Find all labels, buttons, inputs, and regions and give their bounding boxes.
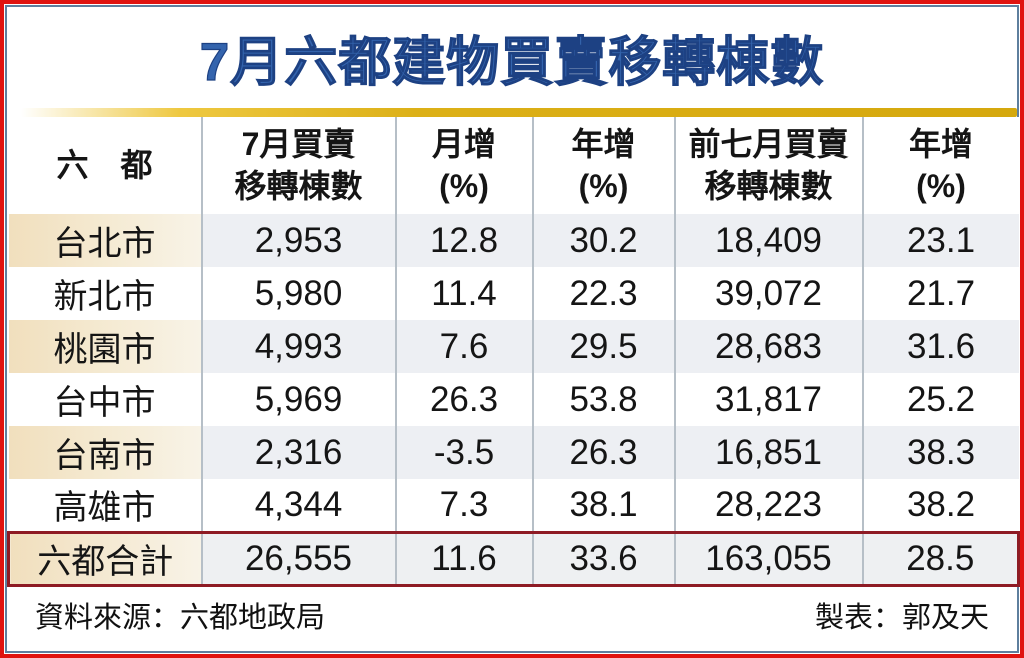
value-cell: 2,316: [200, 426, 396, 479]
value-cell: 7.3: [394, 479, 533, 532]
value-cell: 39,072: [673, 267, 863, 320]
table-row: 台北市 2,953 12.8 30.2 18,409 23.1: [8, 214, 1019, 267]
value-cell: 16,851: [673, 426, 863, 479]
value-cell: 38.1: [531, 479, 675, 532]
inner-frame: 7月六都建物買賣移轉棟數 六 都 7月買賣 移轉棟數 月增 (%) 年增 (%)…: [5, 5, 1020, 653]
value-cell: 38.2: [861, 479, 1019, 532]
value-cell: 2,953: [200, 214, 396, 267]
value-cell: 25.2: [861, 373, 1019, 426]
value-cell: 4,344: [200, 479, 396, 532]
table-row: 新北市 5,980 11.4 22.3 39,072 21.7: [8, 267, 1019, 320]
total-value-cell: 33.6: [531, 530, 675, 587]
value-cell: 31,817: [673, 373, 863, 426]
gold-divider-bar: [21, 108, 1017, 117]
value-cell: 23.1: [861, 214, 1019, 267]
value-cell: 26.3: [394, 373, 533, 426]
value-cell: 4,993: [200, 320, 396, 373]
value-cell: 7.6: [394, 320, 533, 373]
value-cell: 26.3: [531, 426, 675, 479]
city-cell: 桃園市: [8, 320, 202, 373]
title-area: 7月六都建物買賣移轉棟數: [7, 7, 1017, 108]
total-value-cell: 26,555: [200, 530, 396, 587]
table-row: 高雄市 4,344 7.3 38.1 28,223 38.2: [8, 479, 1019, 532]
page-title: 7月六都建物買賣移轉棟數: [199, 32, 825, 92]
total-row: 六都合計 26,555 11.6 33.6 163,055 28.5: [7, 530, 1020, 587]
header-cell-first7mo-transfers: 前七月買賣 移轉棟數: [673, 117, 863, 214]
footer: 資料來源：六都地政局 製表：郭及天: [7, 587, 1017, 652]
table-row: 桃園市 4,993 7.6 29.5 28,683 31.6: [8, 320, 1019, 373]
header-cell-yoy-change: 年增 (%): [531, 117, 675, 214]
total-value-cell: 28.5: [861, 530, 1020, 587]
header-cell-city: 六 都: [8, 117, 202, 214]
table-row: 台中市 5,969 26.3 53.8 31,817 25.2: [8, 373, 1019, 426]
value-cell: 28,683: [673, 320, 863, 373]
header-cell-yoy-change-ytd: 年增 (%): [861, 117, 1019, 214]
total-value-cell: 163,055: [673, 530, 863, 587]
header-cell-mom-change: 月增 (%): [394, 117, 533, 214]
total-value-cell: 11.6: [394, 530, 533, 587]
value-cell: 5,980: [200, 267, 396, 320]
value-cell: 11.4: [394, 267, 533, 320]
value-cell: 5,969: [200, 373, 396, 426]
source-note: 資料來源：六都地政局: [35, 601, 326, 634]
value-cell: 38.3: [861, 426, 1019, 479]
value-cell: 28,223: [673, 479, 863, 532]
city-cell: 台南市: [8, 426, 202, 479]
data-table: 六 都 7月買賣 移轉棟數 月增 (%) 年增 (%) 前七月買賣 移轉棟數 年…: [7, 117, 1020, 587]
value-cell: 31.6: [861, 320, 1019, 373]
total-label-cell: 六都合計: [7, 530, 202, 587]
value-cell: 30.2: [531, 214, 675, 267]
city-cell: 新北市: [8, 267, 202, 320]
city-cell: 台中市: [8, 373, 202, 426]
header-cell-july-transfers: 7月買賣 移轉棟數: [200, 117, 396, 214]
table-row: 台南市 2,316 -3.5 26.3 16,851 38.3: [8, 426, 1019, 479]
value-cell: -3.5: [394, 426, 533, 479]
value-cell: 18,409: [673, 214, 863, 267]
city-cell: 台北市: [8, 214, 202, 267]
value-cell: 53.8: [531, 373, 675, 426]
value-cell: 22.3: [531, 267, 675, 320]
city-cell: 高雄市: [8, 479, 202, 532]
credit-note: 製表：郭及天: [814, 601, 989, 634]
value-cell: 12.8: [394, 214, 533, 267]
value-cell: 29.5: [531, 320, 675, 373]
value-cell: 21.7: [861, 267, 1019, 320]
header-row: 六 都 7月買賣 移轉棟數 月增 (%) 年增 (%) 前七月買賣 移轉棟數 年…: [8, 117, 1019, 214]
